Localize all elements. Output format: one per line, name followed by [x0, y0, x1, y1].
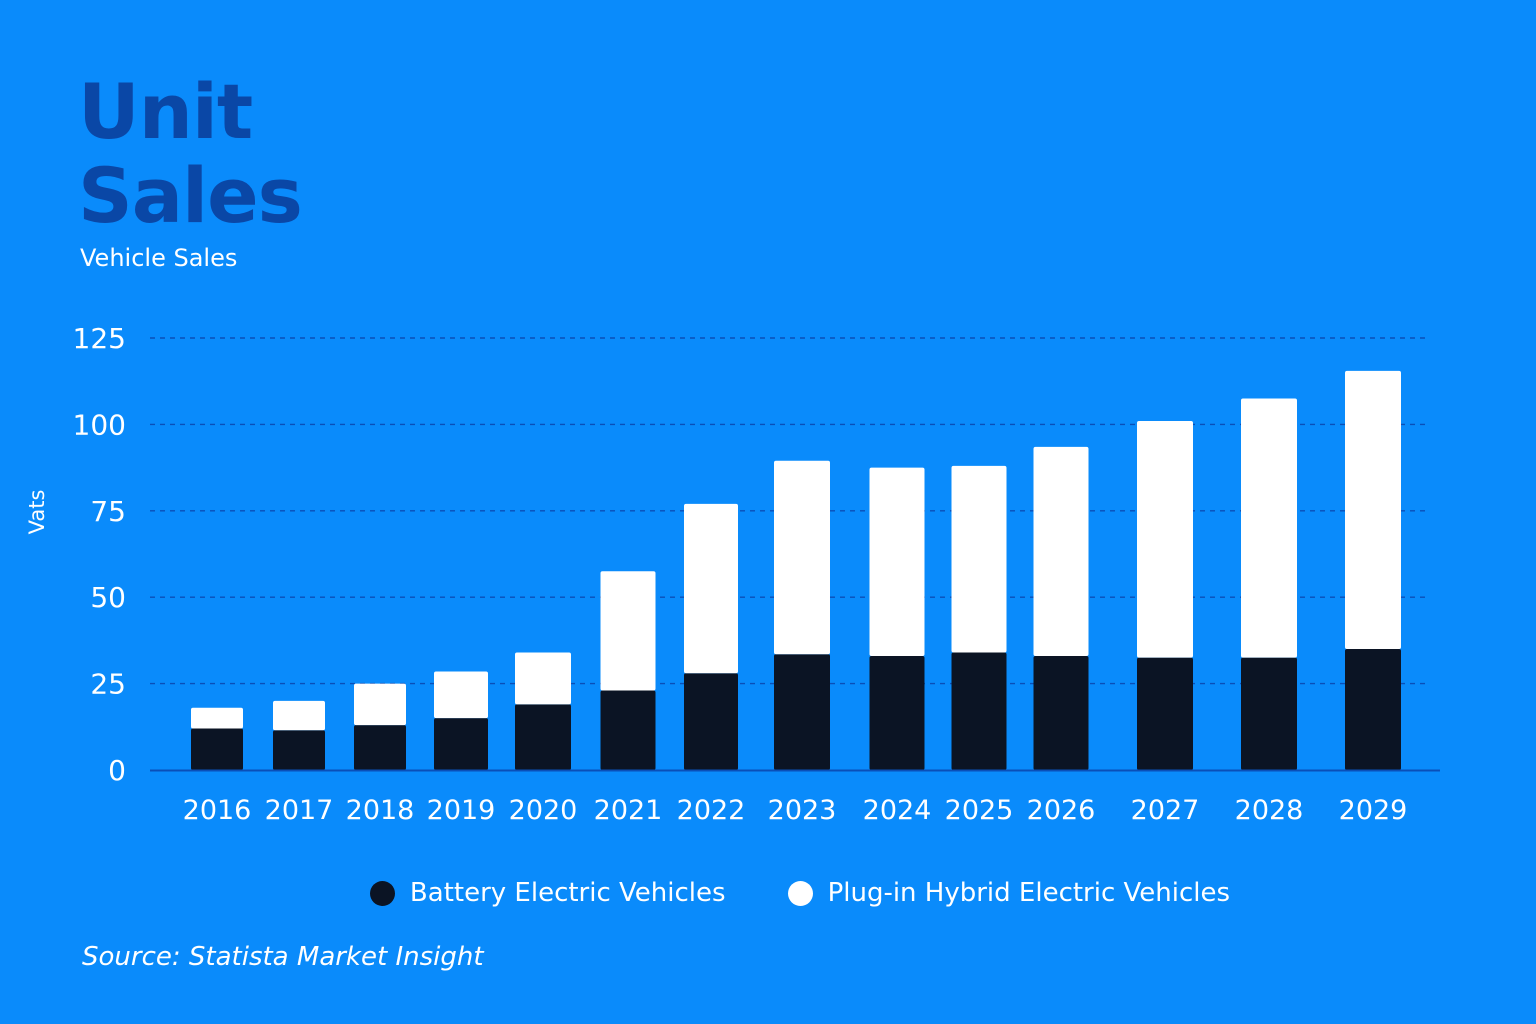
- y-tick-label: 125: [73, 322, 126, 355]
- x-tick-label: 2028: [1235, 795, 1304, 826]
- x-tick-label: 2022: [677, 795, 746, 826]
- bar-battery-2016: [191, 728, 243, 770]
- bar-battery-2018: [354, 725, 406, 770]
- bar-battery-2022: [684, 673, 738, 770]
- y-tick-label: 0: [108, 754, 126, 787]
- y-tick-label: 100: [73, 408, 126, 441]
- bar-plugin-2029: [1345, 370, 1401, 650]
- bar-battery-2017: [273, 730, 325, 770]
- y-axis-tick-labels: 0 25 50 75 100 125: [73, 322, 126, 787]
- bar-plugin-2021: [600, 571, 656, 691]
- x-tick-label: 2020: [509, 795, 578, 826]
- x-tick-label: 2021: [594, 795, 663, 826]
- x-tick-label: 2027: [1131, 795, 1200, 826]
- legend-item-battery: Battery Electric Vehicles: [369, 878, 726, 908]
- bar-plugin-2018: [354, 683, 406, 726]
- bar-battery-2023: [774, 654, 830, 770]
- bar-plugin-2028: [1241, 398, 1297, 658]
- y-axis-label: Vats: [25, 490, 49, 535]
- legend-swatch-plugin: [787, 880, 813, 906]
- x-tick-label: 2017: [265, 795, 334, 826]
- x-tick-label: 2025: [945, 795, 1014, 826]
- bar-plugin-2017: [273, 700, 325, 731]
- bar-plugin-2026: [1033, 446, 1089, 656]
- x-tick-label: 2023: [768, 795, 837, 826]
- chart-subtitle: Vehicle Sales: [80, 244, 238, 272]
- bars: [191, 370, 1401, 770]
- bar-battery-2029: [1345, 649, 1401, 770]
- legend-label-plugin: Plug-in Hybrid Electric Vehicles: [827, 878, 1231, 908]
- bar-battery-2019: [434, 718, 488, 770]
- x-tick-label: 2019: [427, 795, 496, 826]
- legend-label-battery: Battery Electric Vehicles: [409, 878, 726, 908]
- x-tick-label: 2024: [863, 795, 932, 826]
- legend-swatch-battery: [369, 880, 395, 906]
- y-tick-label: 25: [90, 668, 126, 701]
- legend-item-plugin: Plug-in Hybrid Electric Vehicles: [787, 878, 1231, 908]
- bar-plugin-2016: [191, 707, 243, 729]
- source-note: Source: Statista Market Insight: [82, 942, 484, 972]
- bar-plugin-2022: [684, 503, 738, 674]
- bar-plugin-2023: [774, 460, 830, 655]
- bar-plugin-2025: [951, 465, 1007, 653]
- chart-title: Unit Sales: [78, 67, 303, 240]
- x-tick-label: 2029: [1339, 795, 1408, 826]
- bar-plugin-2019: [434, 671, 488, 719]
- bar-battery-2026: [1033, 655, 1089, 770]
- x-tick-label: 2026: [1027, 795, 1096, 826]
- bar-battery-2021: [600, 690, 656, 770]
- bar-battery-2024: [869, 655, 925, 770]
- legend: Battery Electric Vehicles Plug-in Hybrid…: [0, 878, 1536, 908]
- bar-battery-2027: [1137, 657, 1193, 770]
- x-tick-label: 2016: [183, 795, 252, 826]
- x-axis-tick-labels: 2016 2017 2018 2019 2020 2021 2022 2023 2024 2025…: [183, 795, 1408, 826]
- bar-battery-2020: [515, 704, 571, 770]
- y-tick-label: 75: [90, 495, 126, 528]
- y-tick-label: 50: [90, 581, 126, 614]
- x-tick-label: 2018: [346, 795, 415, 826]
- bar-plugin-2024: [869, 467, 925, 656]
- bar-battery-2028: [1241, 657, 1297, 770]
- bar-plugin-2020: [515, 652, 571, 705]
- bar-plugin-2027: [1137, 420, 1193, 658]
- bar-battery-2025: [951, 652, 1007, 770]
